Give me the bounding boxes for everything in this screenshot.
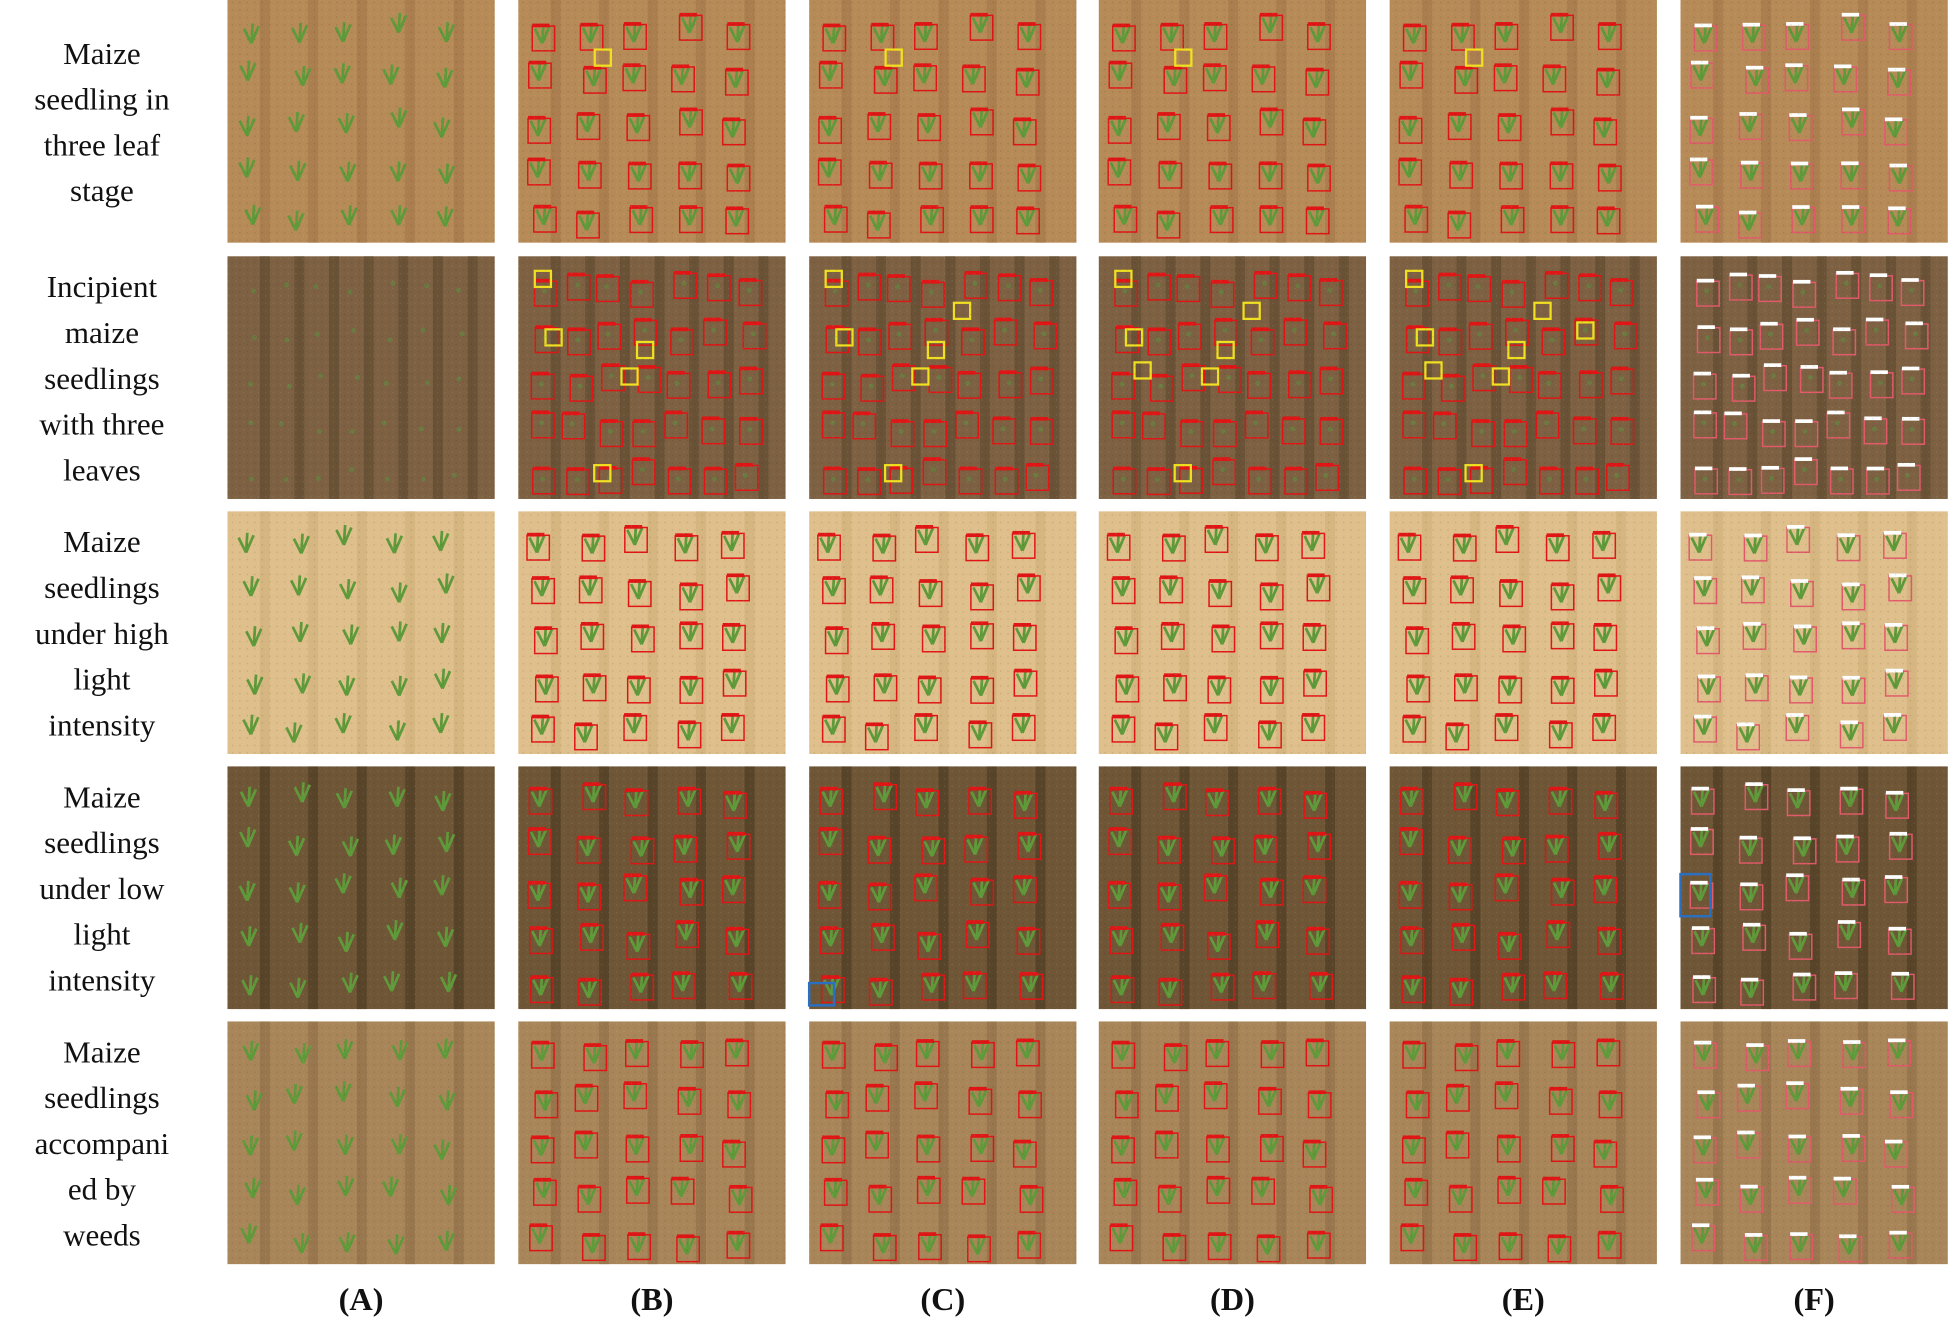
image-panel [1098,0,1367,243]
image-texture [1098,511,1367,755]
image-panel [809,766,1077,1010]
image-texture [1098,1021,1367,1265]
column-label: (D) [1210,1281,1255,1317]
column-label: (E) [1502,1281,1545,1317]
image-panel [1098,511,1367,755]
image-panel [1389,766,1657,1010]
image-panel [518,0,786,243]
row-label: under high [35,616,169,651]
image-panel [809,511,1077,755]
image-texture [227,766,495,1010]
image-texture [1680,511,1948,755]
image-panel [518,256,786,499]
image-texture [1680,766,1948,1010]
image-texture [809,766,1077,1010]
image-panel [1098,1021,1367,1265]
image-texture [1098,766,1367,1010]
image-texture [1680,0,1948,243]
image-texture [518,0,786,243]
image-texture [227,1021,495,1265]
row-label: maize [65,315,139,350]
image-panel [1389,256,1657,499]
row-label: three leaf [44,127,161,162]
image-texture [227,511,495,755]
image-texture [809,511,1077,755]
image-texture [1389,766,1657,1010]
false-box [807,981,836,1007]
column-label: (F) [1794,1281,1835,1317]
row-label: intensity [48,708,155,743]
image-panel [1389,1021,1657,1265]
row-label: stage [70,173,134,208]
image-texture [1389,1021,1657,1265]
column-label: (B) [630,1281,673,1317]
column-label: (A) [339,1281,384,1317]
image-texture [518,511,786,755]
row-label: with three [39,407,164,442]
image-panel [1389,511,1657,755]
row-label: Maize [63,524,141,559]
image-panel [227,1021,495,1265]
image-texture [1680,1021,1948,1265]
image-texture [227,0,495,243]
image-panel [1680,0,1948,243]
image-panel [227,766,495,1010]
row-label: accompani [35,1126,170,1161]
false-box [1679,872,1712,918]
image-texture [1680,256,1948,499]
row-label: leaves [63,452,141,487]
image-texture [809,1021,1077,1265]
image-texture [1389,511,1657,755]
image-texture [1098,256,1367,499]
image-panel [1098,256,1367,499]
row-label: Maize [63,779,141,814]
image-texture [1098,0,1367,243]
image-texture [227,256,495,499]
image-texture [809,0,1077,243]
image-panel [227,0,495,243]
row-label: Maize [63,36,141,71]
row-label: seedlings [44,570,160,605]
row-label: seedlings [44,361,160,396]
image-panel [518,766,786,1010]
row-label: ed by [68,1172,137,1207]
image-panel [518,1021,786,1265]
image-panel [1680,256,1948,499]
image-texture [518,1021,786,1265]
image-panel [1389,0,1657,243]
image-panel [809,1021,1077,1265]
image-panel [809,0,1077,243]
image-panel [1098,766,1367,1010]
row-label: under low [39,871,165,906]
row-label: seedling in [34,82,170,117]
image-panel [518,511,786,755]
image-texture [518,256,786,499]
row-label: seedlings [44,825,160,860]
image-panel [227,511,495,755]
row-label: intensity [48,963,155,998]
image-texture [518,766,786,1010]
row-label: weeds [63,1218,141,1253]
image-panel [809,256,1077,499]
row-label: light [73,662,130,697]
image-texture [1389,0,1657,243]
image-panel [1680,511,1948,755]
row-label: Incipient [47,269,158,304]
image-texture [809,256,1077,499]
image-panel [227,256,495,499]
image-texture [1389,256,1657,499]
column-label: (C) [920,1281,965,1317]
row-label: Maize [63,1034,141,1069]
image-panel [1680,1021,1948,1265]
row-label: light [73,917,130,952]
image-panel [1680,766,1948,1010]
row-label: seedlings [44,1080,160,1115]
